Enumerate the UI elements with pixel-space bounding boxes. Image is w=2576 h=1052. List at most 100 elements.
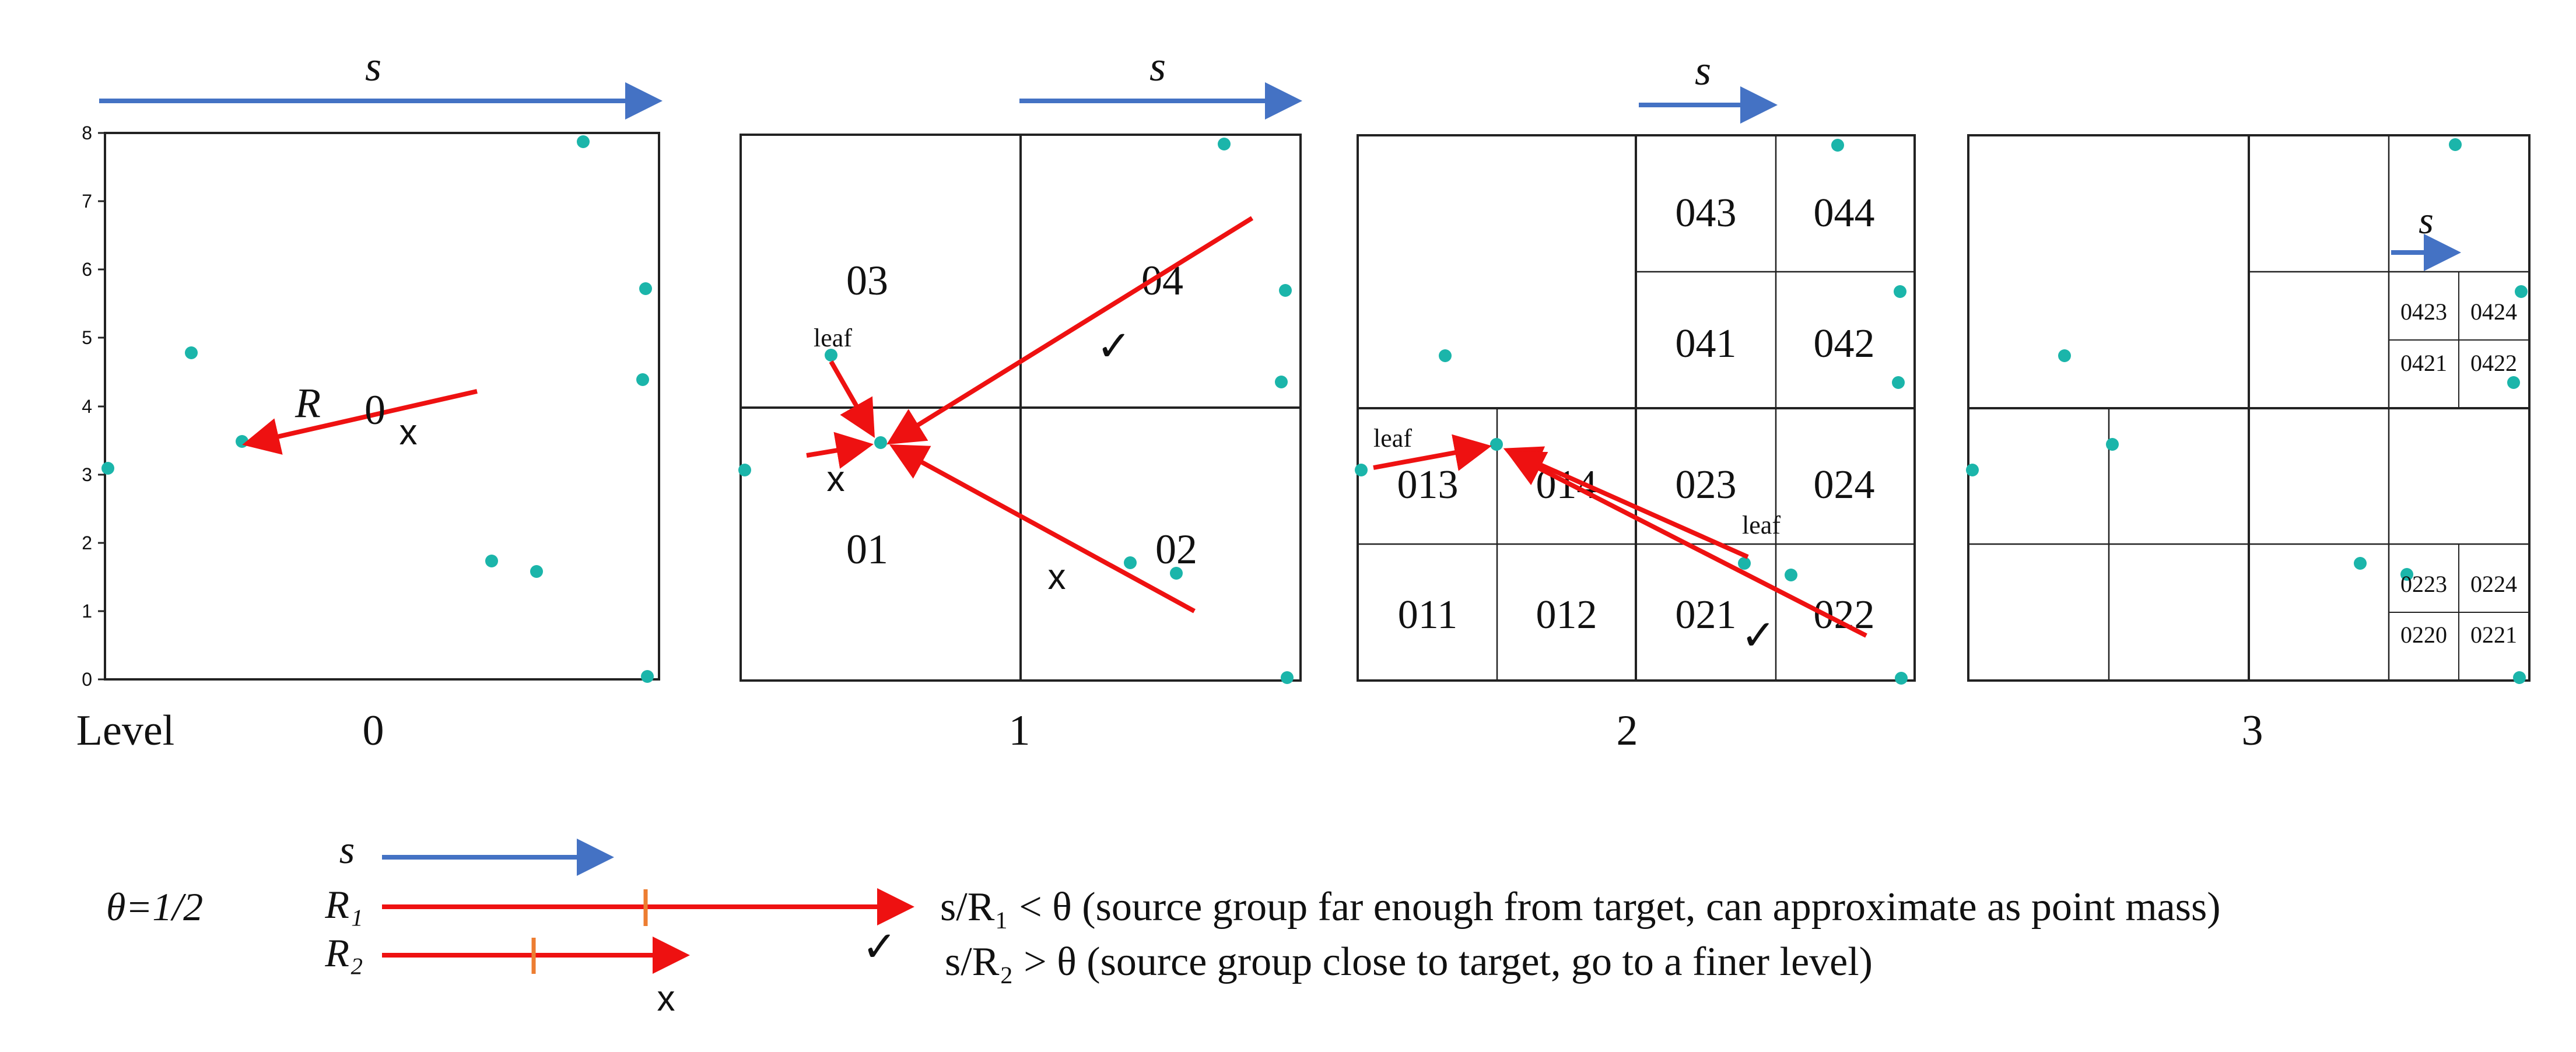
particle xyxy=(1738,557,1751,570)
cell-label: 012 xyxy=(1536,592,1597,637)
cell-label: 023 xyxy=(1676,462,1737,507)
y-axis: 0 1 2 3 4 5 6 7 8 xyxy=(82,122,106,690)
panel-level-1: s 03 04 01 02 leaf ✓ x x 1 xyxy=(738,43,1302,755)
particle xyxy=(1892,376,1905,389)
y-tick-label: 5 xyxy=(82,327,92,348)
particle xyxy=(1831,139,1844,152)
s-extent-label: s xyxy=(1695,47,1711,94)
legend-r1-label: R₁ xyxy=(324,882,363,927)
level-prefix: Level xyxy=(76,707,174,755)
particle xyxy=(485,555,498,567)
particle xyxy=(1124,556,1137,569)
particle xyxy=(641,670,654,683)
cell-label: 0423 xyxy=(2400,299,2447,325)
legend-s-label: s xyxy=(339,827,355,872)
y-tick-label: 3 xyxy=(82,464,92,485)
leaf-label: leaf xyxy=(814,324,852,352)
particle xyxy=(1279,284,1292,297)
particle xyxy=(2515,285,2528,298)
s-extent-label: s xyxy=(2419,199,2434,242)
particle xyxy=(2507,376,2520,389)
cell-label: 0221 xyxy=(2470,622,2517,648)
particle xyxy=(1281,671,1294,684)
distance-label-r: R xyxy=(295,380,321,426)
criterion-legend: θ=1/2 s R₁ R₂ ✓ x s/R₁ < θ (source group… xyxy=(106,827,2221,1019)
leaf-label: leaf xyxy=(1373,424,1412,453)
particle xyxy=(2058,349,2071,362)
cell-label: 044 xyxy=(1814,191,1875,236)
cell-label: 0 xyxy=(365,387,385,433)
particle xyxy=(738,464,751,476)
force-arrow xyxy=(886,216,1254,445)
panel-level-2: s 043 044 041 042 013 014 xyxy=(1355,47,1916,755)
quadtree-grid xyxy=(739,134,1302,682)
particles xyxy=(1966,138,2528,684)
particle xyxy=(101,462,114,475)
y-tick-label: 7 xyxy=(82,191,92,212)
s-extent-label: s xyxy=(365,43,381,90)
cross-icon: x xyxy=(657,979,675,1019)
leaf-label: leaf xyxy=(1742,511,1781,539)
cell-label: 011 xyxy=(1398,592,1457,637)
particle xyxy=(1439,349,1452,362)
cell-label: 021 xyxy=(1676,592,1737,637)
particle xyxy=(1894,285,1906,298)
cross-icon: x xyxy=(827,459,845,499)
particle xyxy=(639,282,652,295)
particles xyxy=(1355,139,1908,685)
s-extent-label: s xyxy=(1149,43,1166,90)
cell-label: 01 xyxy=(846,526,888,573)
level-number: 1 xyxy=(1009,707,1031,755)
particle xyxy=(185,346,198,359)
particle xyxy=(1966,464,1979,476)
distance-arrow-r xyxy=(242,389,478,455)
panel-level-0: s 0 1 2 3 4 5 6 7 8 xyxy=(76,43,663,755)
cell-label: 043 xyxy=(1676,191,1737,236)
criterion-rule-close: s/R₂ > θ (source group close to target, … xyxy=(945,939,1873,984)
cell-label: 041 xyxy=(1676,321,1737,366)
cell-label: 0422 xyxy=(2470,350,2517,376)
particle xyxy=(1170,567,1183,580)
quadtree-grid xyxy=(1357,134,1916,682)
level-number: 0 xyxy=(363,707,384,755)
cell-label: 0224 xyxy=(2470,571,2517,597)
cell-label: 024 xyxy=(1814,462,1875,507)
cell-label: 0421 xyxy=(2400,350,2447,376)
cross-icon: x xyxy=(1048,557,1066,597)
particle xyxy=(1218,138,1231,150)
cross-icon: x xyxy=(399,412,418,453)
particle xyxy=(1785,569,1797,581)
particle xyxy=(2106,438,2119,451)
y-tick-label: 0 xyxy=(82,669,92,690)
particles xyxy=(738,138,1294,684)
y-tick-label: 8 xyxy=(82,122,92,143)
particle xyxy=(577,135,590,148)
particle xyxy=(825,349,837,362)
checkmark-icon: ✓ xyxy=(1096,323,1131,370)
particle xyxy=(2513,671,2526,684)
particle xyxy=(1895,672,1908,685)
particle xyxy=(2354,557,2367,570)
checkmark-icon: ✓ xyxy=(862,924,897,970)
y-tick-label: 6 xyxy=(82,259,92,280)
force-arrow xyxy=(1506,451,1867,638)
force-arrow xyxy=(806,432,874,469)
particle xyxy=(1275,376,1288,388)
particle xyxy=(530,565,543,578)
particles xyxy=(101,135,654,683)
quadtree-grid xyxy=(1967,134,2531,682)
y-tick-label: 2 xyxy=(82,532,92,553)
level-number: 3 xyxy=(2242,707,2263,755)
panel-level-3: s 0423 0424 0421 0422 0223 0224 0220 022… xyxy=(1966,134,2531,755)
cell-label: 013 xyxy=(1397,462,1459,507)
cell-label: 0223 xyxy=(2400,571,2447,597)
force-arrow xyxy=(829,360,875,438)
particle xyxy=(2449,138,2462,151)
particle xyxy=(636,373,649,386)
force-arrow xyxy=(889,444,1196,613)
particle xyxy=(874,436,887,449)
cell-label: 042 xyxy=(1814,321,1875,366)
particle xyxy=(1490,438,1503,451)
theta-value: θ=1/2 xyxy=(106,885,203,929)
